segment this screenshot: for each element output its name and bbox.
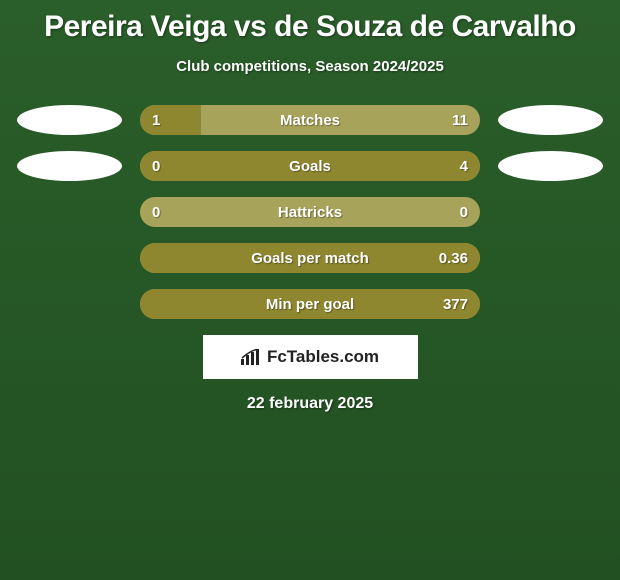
stat-row: 0Goals4 — [0, 151, 620, 181]
stat-value-right: 4 — [460, 158, 468, 175]
stat-value-right: 0.36 — [439, 250, 468, 267]
stat-row: Goals per match0.36 — [0, 243, 620, 273]
chart-icon — [241, 349, 261, 365]
stat-row: Min per goal377 — [0, 289, 620, 319]
stat-bar: 0Goals4 — [140, 151, 480, 181]
stat-bar: 1Matches11 — [140, 105, 480, 135]
stat-label: Hattricks — [140, 204, 480, 221]
fctables-logo: FcTables.com — [203, 335, 418, 379]
stat-bar: 0Hattricks0 — [140, 197, 480, 227]
stat-label: Goals per match — [140, 250, 480, 267]
right-oval — [498, 151, 603, 181]
stat-value-right: 11 — [452, 112, 468, 129]
stat-bar: Min per goal377 — [140, 289, 480, 319]
stat-row: 0Hattricks0 — [0, 197, 620, 227]
left-oval — [17, 105, 122, 135]
stat-bar: Goals per match0.36 — [140, 243, 480, 273]
page-title: Pereira Veiga vs de Souza de Carvalho — [0, 0, 620, 44]
stat-row: 1Matches11 — [0, 105, 620, 135]
stat-label: Matches — [140, 112, 480, 129]
date-label: 22 february 2025 — [0, 395, 620, 413]
stat-label: Min per goal — [140, 296, 480, 313]
stats-container: 1Matches110Goals40Hattricks0Goals per ma… — [0, 105, 620, 319]
stat-label: Goals — [140, 158, 480, 175]
subtitle: Club competitions, Season 2024/2025 — [0, 58, 620, 75]
right-oval — [498, 105, 603, 135]
left-oval — [17, 151, 122, 181]
stat-value-right: 0 — [460, 204, 468, 221]
stat-value-right: 377 — [443, 296, 468, 313]
logo-text: FcTables.com — [267, 347, 379, 367]
